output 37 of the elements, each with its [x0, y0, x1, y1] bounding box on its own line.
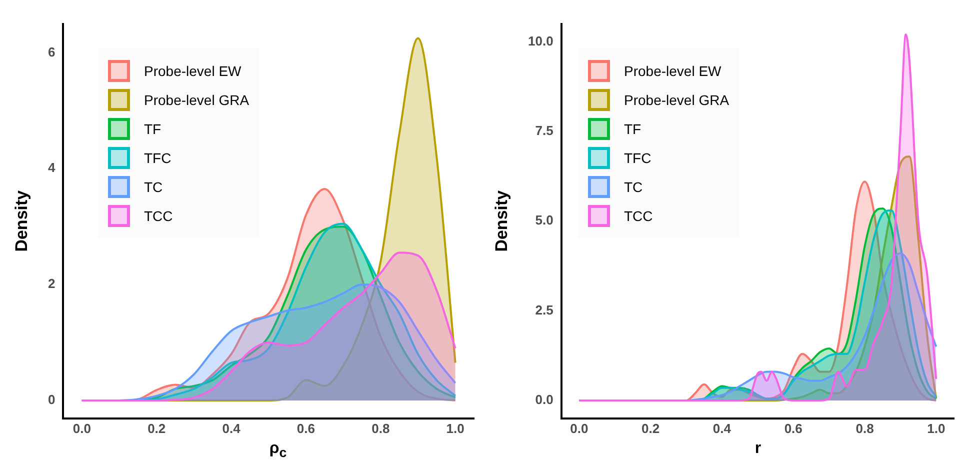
x-tick-label: 0.0 — [72, 420, 91, 436]
y-tick-label: 7.5 — [532, 122, 554, 138]
legend-label: TC — [144, 178, 163, 194]
legend-label: Probe-level EW — [144, 62, 242, 78]
x-axis-title: ρ$_{c}$ — [268, 440, 288, 462]
x-tick-label: 0.2 — [642, 420, 660, 436]
x-tick-label: 0.6 — [784, 420, 802, 436]
y-tick-label: 10.0 — [524, 33, 554, 48]
x-tick-label: 1.0 — [446, 420, 464, 436]
legend-label: TCC — [624, 208, 653, 224]
x-tick-label: 0.6 — [296, 420, 315, 436]
legend-label: TCC — [144, 208, 173, 224]
x-axis-title: r — [754, 440, 762, 459]
x-tick-label: 0.0 — [570, 420, 588, 436]
x-tick-label: 0.8 — [372, 420, 390, 436]
legend-label: Probe-level EW — [624, 62, 722, 78]
y-axis-title: Density — [12, 190, 31, 252]
y-tick-label: 4 — [44, 160, 56, 176]
x-tick-label: 0.4 — [712, 420, 732, 436]
y-tick-label: 5.0 — [532, 212, 554, 228]
y-tick-label: 2 — [44, 276, 56, 292]
x-tick-label: 0.4 — [222, 420, 242, 436]
legend-label: TF — [624, 120, 642, 136]
x-tick-label: 0.8 — [856, 420, 874, 436]
legend-label: Probe-level GRA — [624, 92, 730, 108]
y-tick-label: 6 — [44, 44, 56, 60]
legend-label: TC — [624, 178, 643, 194]
y-tick-label: 2.5 — [532, 302, 554, 318]
y-tick-label: 0 — [44, 392, 56, 408]
legend-label: TF — [144, 120, 162, 136]
x-tick-label: 1.0 — [927, 420, 946, 436]
y-tick-label: 0.0 — [532, 392, 554, 408]
y-axis-title: Density — [492, 190, 511, 252]
legend-label: TFC — [624, 150, 652, 166]
legend-label: TFC — [144, 150, 172, 166]
x-tick-label: 0.2 — [148, 420, 166, 436]
legend-label: Probe-level GRA — [144, 92, 250, 108]
